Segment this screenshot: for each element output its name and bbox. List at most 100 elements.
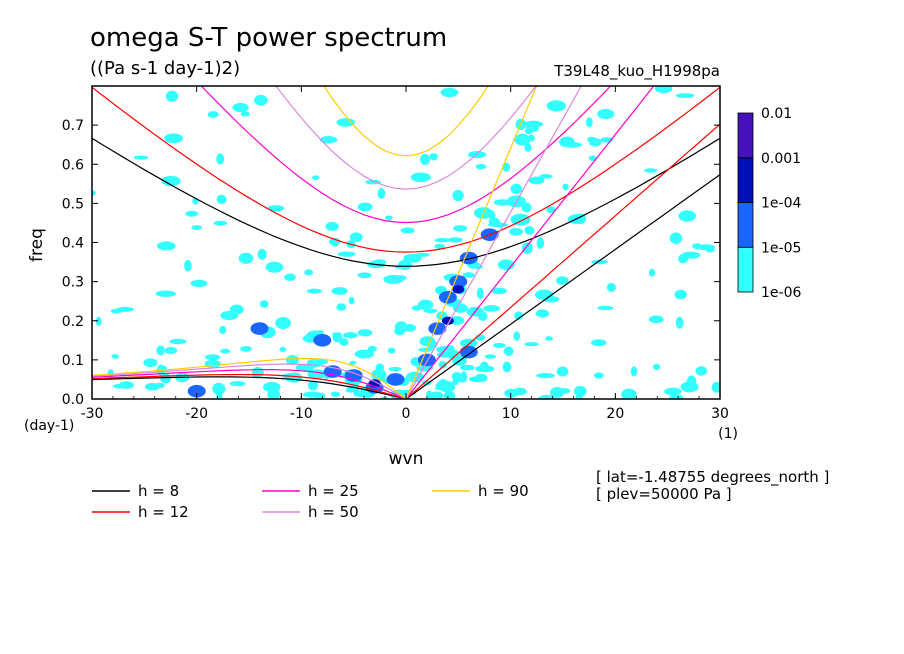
spectrum-blob xyxy=(528,176,545,185)
dispersion-curve xyxy=(405,86,655,399)
spectrum-blob xyxy=(388,366,402,372)
spectrum-blob xyxy=(678,210,696,222)
legend-label: h = 12 xyxy=(138,503,189,521)
spectrum-blob xyxy=(447,237,463,243)
spectrum-blob xyxy=(493,199,512,206)
spectrum-blob xyxy=(524,143,532,152)
spectrum-blob xyxy=(556,366,569,377)
spectrum-blob xyxy=(678,254,689,264)
spectrum-blob xyxy=(164,133,184,144)
spectrum-blob xyxy=(306,358,322,368)
spectrum-blob xyxy=(240,111,250,117)
spectrum-blob xyxy=(184,259,192,272)
spectrum-blob xyxy=(588,155,597,161)
spectrum-blob xyxy=(452,285,465,294)
x-tick-label: 10 xyxy=(502,406,520,422)
legend-label: h = 8 xyxy=(138,482,179,500)
spectrum-blob xyxy=(585,117,593,128)
spectrum-blob xyxy=(488,210,496,222)
spectrum-blob xyxy=(648,268,656,277)
spectrum-blob xyxy=(204,354,221,361)
colorbar-swatch xyxy=(737,246,754,293)
spectrum-blob xyxy=(483,305,500,312)
spectrum-blob xyxy=(664,387,682,396)
spectrum-blob xyxy=(238,252,254,264)
spectrum-blob xyxy=(422,380,432,386)
spectrum-blob xyxy=(597,108,615,120)
dispersion-curve xyxy=(92,86,720,253)
colorbar-label: 1e-05 xyxy=(761,240,801,256)
spectrum-blob xyxy=(165,90,179,102)
legend-label: h = 90 xyxy=(478,482,529,500)
dispersion-curves xyxy=(92,86,720,399)
chart-title: omega S-T power spectrum xyxy=(90,23,447,53)
spectrum-blob xyxy=(311,175,320,180)
y-axis-unit: (day-1) xyxy=(24,418,74,434)
spectrum-blob xyxy=(357,329,373,337)
spectrum-blob xyxy=(556,276,569,285)
spectrum-blob xyxy=(336,118,355,127)
spectrum-blob xyxy=(573,385,587,397)
spectrum-blob xyxy=(251,366,264,379)
spectrum-blob xyxy=(524,127,533,135)
spectrum-blob xyxy=(476,287,484,299)
spectrum-blob xyxy=(711,381,720,393)
x-tick-label: -30 xyxy=(81,406,104,422)
spectrum-blob xyxy=(400,227,415,234)
spectrum-blob xyxy=(325,221,339,231)
spectrum-blob xyxy=(452,189,464,202)
spectrum-blob xyxy=(652,363,661,370)
spectrum-blob xyxy=(161,175,181,187)
spectrum-blob xyxy=(680,381,699,393)
y-axis: 0.0 0.1 0.2 0.3 0.4 0.5 0.6 0.7 xyxy=(62,118,720,408)
spectrum-blob xyxy=(524,226,535,235)
spectrum-blob xyxy=(213,220,228,226)
spectrum-blob xyxy=(349,232,363,242)
y-tick-label: 0.5 xyxy=(62,196,84,212)
spectrum-blob xyxy=(155,290,176,297)
colorbar-swatch xyxy=(737,202,754,248)
dispersion-curve xyxy=(92,363,407,399)
legend-label: h = 50 xyxy=(308,503,359,521)
spectrum-blob xyxy=(594,372,604,379)
spectrum-blob xyxy=(509,228,523,236)
spectrum-blob xyxy=(514,133,531,146)
spectrum-blob xyxy=(589,137,602,147)
spectrum-blob xyxy=(429,391,444,399)
spectrum-blob xyxy=(453,225,468,232)
spectrum-blob xyxy=(513,331,520,341)
spectrum-blob xyxy=(191,225,203,231)
spectrum-blob xyxy=(417,299,434,310)
dispersion-curve xyxy=(92,137,720,267)
spectrum-blob xyxy=(394,321,408,333)
spectrum-blob xyxy=(459,251,478,265)
spectrum-blob xyxy=(229,381,246,387)
spectrum-blob xyxy=(521,202,532,213)
spectrum-blob xyxy=(538,394,555,399)
spectrum-blob xyxy=(143,358,158,368)
spectrum-blob xyxy=(257,248,267,260)
spectrum-blob xyxy=(229,304,244,315)
spectrum-blob xyxy=(418,347,433,352)
y-tick-label: 0.3 xyxy=(62,275,84,291)
spectrum-blob xyxy=(606,282,617,292)
spectrum-blob xyxy=(220,348,231,354)
spectrum-blob xyxy=(630,366,638,377)
spectrum-blob xyxy=(491,287,507,295)
spectrum-blob xyxy=(459,345,478,359)
spectrum-blob xyxy=(339,338,349,346)
dispersion-curve xyxy=(405,174,720,399)
latitude-info: [ lat=-1.48755 degrees_north ] xyxy=(596,468,829,487)
chart-units: ((Pa s-1 day-1)2) xyxy=(90,58,240,79)
spectrum-blob xyxy=(306,288,322,294)
dispersion-curve xyxy=(405,123,720,399)
spectrum-blob xyxy=(510,183,523,194)
spectrum-blob xyxy=(185,210,199,217)
spectrum-blob xyxy=(597,305,614,311)
spectrum-blob xyxy=(420,153,430,166)
spectrum-blob xyxy=(232,102,249,113)
spectrum-blob xyxy=(480,361,489,372)
spectrum-blob xyxy=(385,215,393,221)
dispersion-curve xyxy=(92,376,407,399)
spectrum-blob xyxy=(95,316,102,326)
